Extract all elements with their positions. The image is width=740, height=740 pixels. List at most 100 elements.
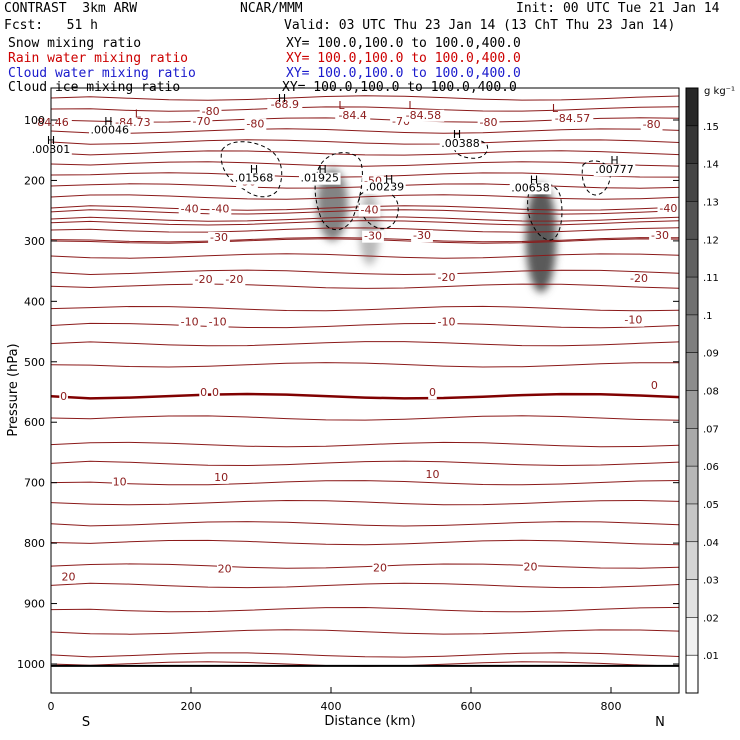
maximum-value-label: .01568: [235, 172, 274, 185]
temperature-label-bg: [244, 118, 267, 131]
colorbar-tick-label: .15: [703, 122, 719, 133]
field-xy-snow: XY= 100.0,100.0 to 100.0,400.0: [286, 36, 521, 51]
colorbar-tick-label: .01: [703, 651, 719, 662]
temperature-label: 10: [426, 468, 440, 481]
temperature-label: 20: [373, 562, 387, 575]
x-tick-label: 800: [601, 700, 622, 713]
temperature-contour: [51, 415, 679, 421]
plot-frame: [50, 87, 680, 694]
colorbar-swatch: [686, 466, 698, 504]
temperature-label: 0: [60, 390, 67, 403]
maximum-value-label-bg: [364, 181, 406, 194]
temperature-label-bg: [199, 387, 208, 400]
temperature-contour: [51, 341, 679, 347]
temperature-label-bg: [657, 202, 680, 215]
colorbar-tick-label: .09: [703, 349, 719, 360]
temperature-label: 0: [212, 386, 219, 399]
temperature-label: -30: [651, 229, 669, 242]
high-marker: H: [385, 173, 393, 186]
extremum-value-label-bg: [267, 98, 303, 111]
temperature-label-bg: [59, 390, 68, 403]
temperature-contour: [51, 305, 679, 312]
y-tick-label: 1000: [17, 658, 45, 671]
maximum-value-label: .00777: [595, 163, 634, 176]
temperature-label-bg: [435, 316, 458, 329]
temperature-label-bg: [223, 274, 246, 287]
temperature-contour: [51, 128, 679, 134]
temperature-contour: [51, 227, 679, 233]
temperature-contour: [51, 441, 679, 448]
temperature-label-bg: [178, 316, 201, 329]
temperature-contour: [51, 480, 679, 486]
y-tick-label: 600: [24, 416, 45, 429]
temperature-contour: [51, 283, 679, 289]
model-title: CONTRAST 3km ARW: [4, 1, 138, 16]
temperature-label-bg: [640, 118, 663, 131]
high-marker: H: [104, 115, 112, 128]
colorbar-tick-label: .02: [703, 613, 719, 624]
temperature-label-bg: [650, 379, 659, 392]
colorbar-swatch: [686, 579, 698, 618]
maximum-value-label-bg: [439, 138, 482, 151]
snow-shading: [525, 183, 557, 293]
maximum-value-label-bg: [233, 172, 275, 185]
temperature-label: -80: [202, 105, 220, 118]
temperature-contour: [51, 216, 679, 222]
temperature-contour: [51, 150, 679, 156]
high-marker: H: [250, 163, 258, 176]
maximum-value-label-bg: [89, 124, 131, 137]
temperature-label-bg: [628, 272, 650, 285]
maximum-value-label: .00239: [366, 181, 405, 194]
temperature-label-bg: [477, 117, 500, 130]
temperature-contour: [51, 253, 679, 259]
colorbar-tick-label: .12: [703, 235, 719, 246]
temperature-label-bg: [411, 230, 433, 243]
org-label: NCAR/MMM: [240, 1, 303, 16]
colorbar-swatch: [686, 655, 698, 693]
colorbar-tick-label: .08: [703, 387, 719, 398]
extremum-value-label-bg: [112, 117, 154, 130]
temperature-label-bg: [192, 274, 215, 287]
temperature-label-bg: [190, 115, 213, 128]
y-tick-label: 500: [24, 356, 45, 369]
colorbar-swatch: [686, 88, 698, 126]
y-tick-label: 700: [24, 477, 45, 490]
temperature-label: -20: [195, 273, 213, 286]
temperature-label-bg: [208, 231, 230, 244]
low-marker: L: [135, 108, 142, 121]
colorbar-tick-label: .11: [703, 273, 719, 284]
field-xy-cloud-water: XY= 100.0,100.0 to 100.0,400.0: [286, 66, 521, 81]
temperature-label: -30: [413, 229, 431, 242]
temperature-label: -20: [225, 273, 243, 286]
temperature-label-bg: [362, 230, 384, 243]
colorbar-swatch: [686, 617, 698, 656]
extremum-value-label: -68.9: [271, 98, 299, 111]
maximum-value-label: .01925: [301, 172, 340, 185]
colorbar-swatch: [686, 352, 698, 391]
colorbar-swatch: [686, 390, 698, 429]
colorbar-swatch: [686, 201, 698, 240]
temperature-label: -80: [480, 116, 498, 129]
colorbar-swatch: [686, 163, 698, 202]
x-tick-label: 0: [48, 700, 55, 713]
colorbar-swatch: [686, 541, 698, 580]
temperature-label-bg: [206, 316, 229, 329]
temperature-contour: [51, 95, 679, 101]
x-tick-label: 200: [181, 700, 202, 713]
temperature-label: 20: [62, 571, 76, 584]
extremum-value-label-bg: [402, 109, 445, 122]
temperature-label: -40: [181, 202, 199, 215]
temperature-contour: [51, 499, 679, 506]
temperature-label-bg: [424, 468, 441, 481]
temperature-label-bg: [209, 203, 232, 216]
extremum-value-label: -84.57: [555, 112, 590, 125]
cloud-ice-contour: [581, 160, 611, 196]
temperature-contour: [51, 362, 679, 368]
colorbar-tick-label: .07: [703, 424, 719, 435]
colorbar-tick-label: .14: [703, 160, 719, 171]
temperature-contour: [51, 161, 679, 167]
colorbar-tick-label: .13: [703, 197, 719, 208]
temperature-contour: [51, 322, 679, 329]
colorbar-tick-label: .03: [703, 576, 719, 587]
extremum-value-label: -84.58: [406, 109, 441, 122]
